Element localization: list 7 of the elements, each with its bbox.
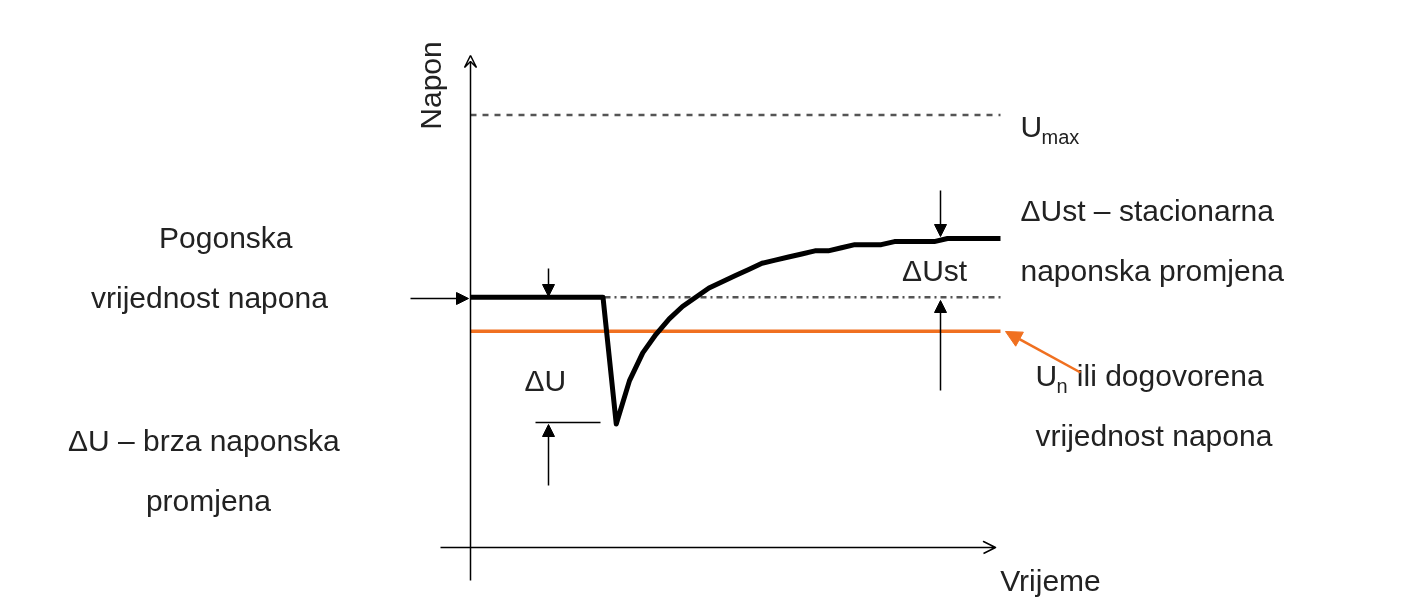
text: Pogonska vrijednost napona	[91, 221, 329, 314]
annotation: ΔU	[524, 364, 567, 397]
x-axis-title: Vrijeme	[1000, 564, 1101, 597]
annotation: ΔUst	[902, 254, 968, 287]
text: ΔU – brza naponska promjena	[67, 424, 341, 517]
y-axis-title: Napon	[414, 41, 447, 130]
text: ΔUst – stacionarna naponska promjena	[1020, 194, 1285, 287]
